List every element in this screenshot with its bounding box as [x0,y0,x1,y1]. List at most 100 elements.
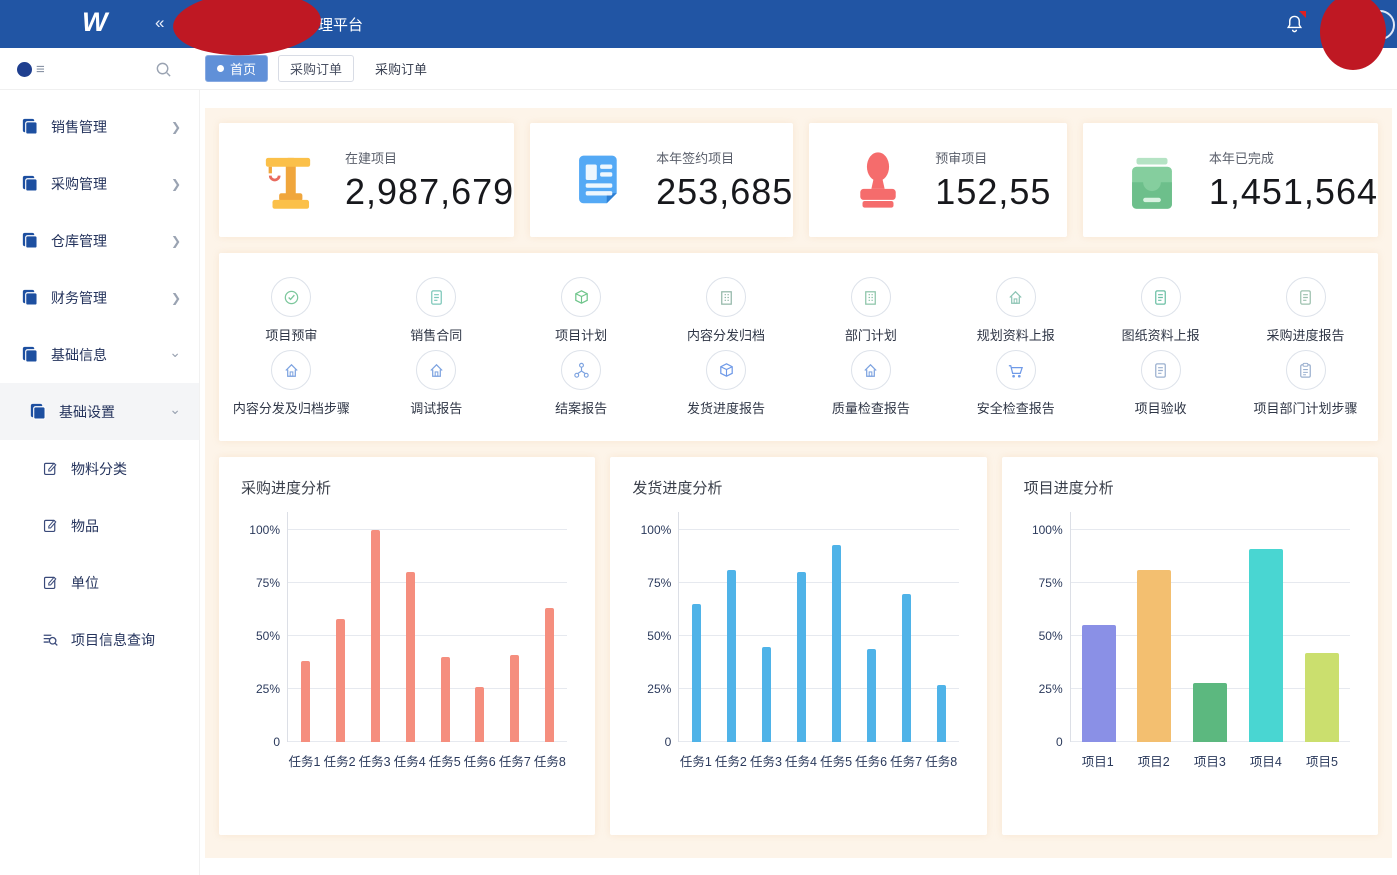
building-icon [706,277,747,317]
bar-项目1[interactable] [1081,625,1116,742]
bar-项目2[interactable] [1137,570,1172,742]
chevron-down-icon: ⌄ [169,401,181,417]
service-label: 质量检查报告 [831,401,910,416]
edit-doc-icon [42,460,59,477]
gridline [679,741,959,742]
book-icon [20,174,39,193]
chart-title: 项目进度分析 [1023,480,1114,497]
bar-任务8[interactable] [545,608,555,742]
sidebar-item-财务管理[interactable]: 财务管理 ❯ [0,269,199,326]
service-项目验收[interactable]: 项目验收 [1088,350,1233,417]
stat-card-本年已完成: 本年已完成 1,451,564 [1082,123,1378,237]
service-label: 项目计划 [555,328,608,343]
sidebar-item-项目信息查询[interactable]: 项目信息查询 [0,611,199,668]
bar-任务7[interactable] [510,655,520,742]
sidebar-item-单位[interactable]: 单位 [0,554,199,611]
x-tick-label: 任务5 [428,755,461,769]
search-icon[interactable] [155,61,172,78]
x-labels: 项目1 项目2 项目3 项目4 项目5 [1070,751,1350,770]
stat-card-本年签约项目: 本年签约项目 253,685 [530,123,794,237]
bar-任务3[interactable] [370,530,380,742]
service-label: 安全检查报告 [976,401,1055,416]
x-tick-label: 任务1 [288,755,321,769]
chevron-right-icon: ❯ [170,290,181,305]
tab-purchase-order-2[interactable]: 采购订单 [364,55,438,82]
bar-任务6[interactable] [866,649,876,742]
service-项目计划[interactable]: 项目计划 [509,277,654,344]
service-label: 调试报告 [410,401,463,416]
bar-任务2[interactable] [727,570,737,742]
tab-purchase-order-1[interactable]: 采购订单 [278,55,355,82]
tab-home[interactable]: 首页 [205,55,269,82]
book-icon [20,117,39,136]
sidebar-item-基础信息[interactable]: 基础信息 ⌄ [0,326,199,383]
sidebar-item-基础设置[interactable]: 基础设置 ⌄ [0,383,199,440]
bar-项目4[interactable] [1249,549,1284,742]
bar-任务7[interactable] [901,594,911,742]
bar-任务6[interactable] [475,687,485,742]
y-tick-label: 75% [255,576,280,590]
edit-doc-icon [42,574,59,591]
hamburger-icon[interactable]: ≡ [36,61,45,78]
x-tick-label: 任务6 [855,755,888,769]
service-项目部门计划步骤[interactable]: 项目部门计划步骤 [1233,350,1378,417]
service-项目预审[interactable]: 项目预审 [219,277,364,344]
service-规划资料上报[interactable]: 规划资料上报 [943,277,1088,344]
chart-card-项目进度分析: 项目进度分析 100% 75% 50% 25% 0 项目1 项目2 项目3 项目4 项目5 [1001,457,1378,835]
services-panel: 项目预审 销售合同 项目计划 内容分发归档 部门计划 规划资料上报 图纸资料上报 采购进度报告… [219,253,1378,441]
bell-icon[interactable] [1283,11,1306,35]
service-内容分发归档[interactable]: 内容分发归档 [654,277,799,344]
service-安全检查报告[interactable]: 安全检查报告 [943,350,1088,417]
gridline [288,582,568,583]
contract-icon [568,149,630,211]
sidebar-item-销售管理[interactable]: 销售管理 ❯ [0,98,199,155]
stat-card-预审项目: 预审项目 152,55 [809,123,1067,237]
service-图纸资料上报[interactable]: 图纸资料上报 [1088,277,1233,344]
bar-任务2[interactable] [335,619,345,742]
gridline [1070,635,1350,636]
service-质量检查报告[interactable]: 质量检查报告 [799,350,944,417]
x-tick-label: 任务7 [498,755,531,769]
x-tick-label: 任务8 [925,755,958,769]
bar-任务1[interactable] [300,661,310,742]
dashboard-content: 在建项目 2,987,679 本年签约项目 253,685 预审项目 152,55 本年已完… [205,108,1392,858]
bar-项目5[interactable] [1305,653,1340,742]
y-tick-label: 25% [647,682,672,696]
service-发货进度报告[interactable]: 发货进度报告 [654,350,799,417]
bar-任务5[interactable] [831,545,841,742]
sidebar-item-采购管理[interactable]: 采购管理 ❯ [0,155,199,212]
y-tick-label: 0 [664,735,672,749]
service-label: 图纸资料上报 [1121,328,1200,343]
box-icon [706,350,747,390]
service-采购进度报告[interactable]: 采购进度报告 [1233,277,1378,344]
service-销售合同[interactable]: 销售合同 [364,277,509,344]
bar-任务1[interactable] [692,604,702,742]
bar-项目3[interactable] [1193,683,1228,742]
y-tick-label: 75% [647,576,672,590]
bar-任务3[interactable] [762,647,772,742]
bar-任务8[interactable] [936,685,946,742]
open-tabs: 首页 采购订单 采购订单 [205,55,438,82]
service-部门计划[interactable]: 部门计划 [799,277,944,344]
house-icon [271,350,312,390]
sidebar-item-仓库管理[interactable]: 仓库管理 ❯ [0,212,199,269]
sidebar-collapse-icon[interactable]: « [155,13,165,32]
bar-任务4[interactable] [405,572,415,742]
app-logo: W [82,7,108,37]
service-调试报告[interactable]: 调试报告 [364,350,509,417]
book-icon [20,288,39,307]
y-tick-label: 50% [255,629,280,643]
service-结案报告[interactable]: 结案报告 [509,350,654,417]
bar-任务4[interactable] [797,572,806,742]
sidebar-item-物料分类[interactable]: 物料分类 [0,440,199,497]
service-label: 项目预审 [265,328,318,343]
flow-icon [561,350,602,390]
y-tick-label: 0 [273,735,280,749]
bar-任务5[interactable] [440,657,450,742]
stat-value: 253,685 [656,170,794,212]
chart-card-发货进度分析: 发货进度分析 100% 75% 50% 25% 0 任务1 任务2 任务3 任务4 任务5 任务6 任务… [610,457,987,835]
service-内容分发及归档步骤[interactable]: 内容分发及归档步骤 [219,350,364,417]
chart-plot: 100% 75% 50% 25% 0 [1032,512,1350,749]
avatar[interactable] [1320,0,1386,70]
sidebar-item-物品[interactable]: 物品 [0,497,199,554]
